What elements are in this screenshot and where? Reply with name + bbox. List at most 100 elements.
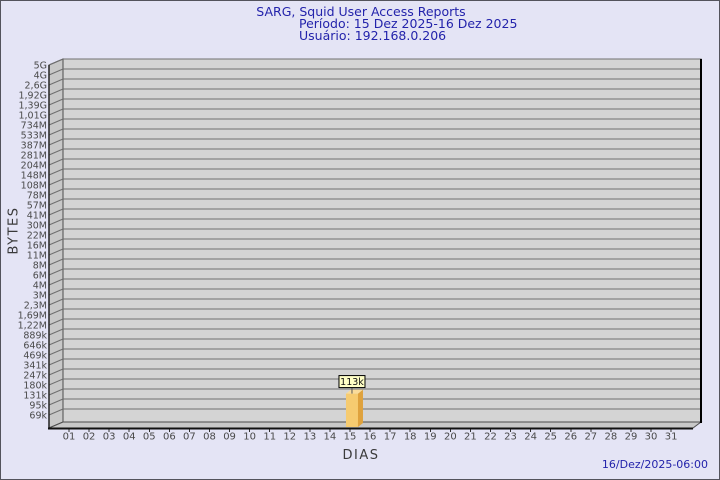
- y-wall-tick: [48, 218, 64, 226]
- y-tick-label: 30M: [27, 221, 47, 232]
- y-tick-label: 1,39G: [18, 101, 47, 112]
- y-tick-label: 281M: [21, 151, 47, 162]
- x-tick-label: 07: [183, 432, 196, 443]
- y-wall-tick: [48, 368, 64, 376]
- y-wall-tick: [48, 68, 64, 76]
- y-tick-label: 4M: [33, 281, 47, 292]
- report-user: Usuário: 192.168.0.206: [299, 28, 447, 43]
- bar-value-label: 113k: [340, 377, 364, 388]
- bar-side: [357, 389, 363, 427]
- y-wall-tick: [48, 248, 64, 256]
- y-tick-label: 533M: [21, 131, 47, 142]
- y-wall-tick: [48, 378, 64, 386]
- x-tick-label: 15: [344, 432, 357, 443]
- x-tick-label: 30: [645, 432, 658, 443]
- chart-floor: [48, 421, 703, 429]
- y-tick-label: 180k: [23, 381, 47, 392]
- y-wall-tick: [48, 278, 64, 286]
- y-tick-label: 1,92G: [18, 91, 47, 102]
- y-tick-label: 57M: [27, 201, 47, 212]
- bar-value-box: [338, 375, 366, 389]
- y-wall-tick: [48, 148, 64, 156]
- y-wall-tick: [48, 338, 64, 346]
- y-tick-label: 78M: [27, 191, 47, 202]
- y-wall-tick: [48, 328, 64, 336]
- y-wall-tick: [48, 358, 64, 366]
- y-tick-label: 22M: [27, 231, 47, 242]
- y-wall-tick: [48, 98, 64, 106]
- x-tick-label: 06: [163, 432, 176, 443]
- y-tick-label: 1,22M: [18, 321, 47, 332]
- y-wall-tick: [48, 78, 64, 86]
- y-wall-tick: [48, 108, 64, 116]
- x-tick-label: 08: [203, 432, 216, 443]
- y-wall-tick: [48, 288, 64, 296]
- x-tick-label: 19: [424, 432, 437, 443]
- y-tick-label: 889k: [23, 331, 47, 342]
- x-tick-label: 13: [303, 432, 316, 443]
- y-tick-label: 148M: [21, 171, 47, 182]
- y-wall-tick: [48, 228, 64, 236]
- x-tick-label: 09: [223, 432, 236, 443]
- report-title: SARG, Squid User Access Reports: [256, 4, 466, 19]
- y-wall-tick: [48, 58, 64, 66]
- y-wall-tick: [48, 138, 64, 146]
- x-axis-title: DIAS: [342, 448, 380, 463]
- x-tick-label: 24: [524, 432, 537, 443]
- y-tick-label: 2,6G: [25, 81, 47, 92]
- y-wall-tick: [48, 198, 64, 206]
- y-tick-label: 3M: [33, 291, 47, 302]
- y-tick-label: 1,01G: [18, 111, 47, 122]
- y-tick-label: 8M: [33, 261, 47, 272]
- y-tick-label: 16M: [27, 241, 47, 252]
- y-tick-label: 341k: [23, 361, 47, 372]
- x-tick-label: 10: [243, 432, 256, 443]
- y-axis-title: BYTES: [6, 206, 22, 255]
- chart-panel: [62, 58, 702, 423]
- x-tick-label: 03: [103, 432, 116, 443]
- y-wall-tick: [48, 268, 64, 276]
- y-tick-label: 247k: [23, 371, 47, 382]
- x-tick-label: 04: [123, 432, 136, 443]
- x-tick-label: 16: [364, 432, 377, 443]
- x-tick-label: 12: [283, 432, 296, 443]
- y-tick-label: 1,69M: [18, 311, 47, 322]
- y-tick-label: 734M: [21, 121, 47, 132]
- x-tick-label: 26: [564, 432, 577, 443]
- y-wall-tick: [48, 398, 64, 406]
- y-tick-label: 646k: [23, 341, 47, 352]
- y-tick-label: 204M: [21, 161, 47, 172]
- report-period: Período: 15 Dez 2025-16 Dez 2025: [299, 16, 518, 31]
- x-tick-label: 21: [464, 432, 477, 443]
- bar-front: [345, 393, 358, 427]
- y-tick-label: 2,3M: [24, 301, 47, 312]
- y-wall-tick: [48, 88, 64, 96]
- y-tick-label: 95k: [29, 401, 47, 412]
- y-tick-label: 387M: [21, 141, 47, 152]
- x-tick-label: 22: [484, 432, 497, 443]
- y-tick-label: 5G: [34, 61, 47, 72]
- y-wall-tick: [48, 118, 64, 126]
- y-wall-tick: [48, 208, 64, 216]
- y-wall-tick: [48, 318, 64, 326]
- bar-top: [345, 389, 363, 394]
- y-wall-tick: [48, 388, 64, 396]
- y-wall-tick: [48, 298, 64, 306]
- x-tick-label: 23: [504, 432, 517, 443]
- y-tick-label: 11M: [27, 251, 47, 262]
- x-tick-label: 20: [444, 432, 457, 443]
- x-tick-label: 18: [404, 432, 417, 443]
- y-wall-tick: [48, 128, 64, 136]
- report-timestamp: 16/Dez/2025-06:00: [601, 458, 708, 471]
- y-tick-label: 108M: [21, 181, 47, 192]
- x-tick-label: 31: [665, 432, 678, 443]
- y-tick-label: 41M: [27, 211, 47, 222]
- x-tick-label: 14: [324, 432, 337, 443]
- y-wall-tick: [48, 238, 64, 246]
- y-tick-label: 131k: [23, 391, 47, 402]
- y-wall-tick: [48, 158, 64, 166]
- x-tick-label: 27: [584, 432, 597, 443]
- x-tick-label: 28: [605, 432, 618, 443]
